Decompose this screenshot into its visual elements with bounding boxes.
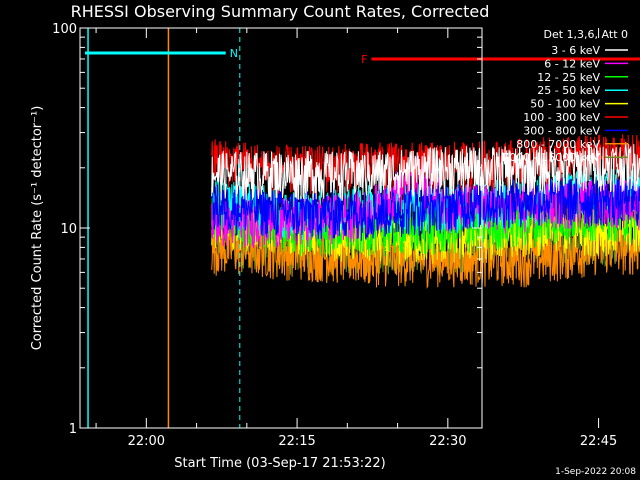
legend-label: 800 - 7000 keV	[516, 138, 600, 151]
annotation-f-label: F	[361, 53, 367, 66]
y-tick-label: 10	[60, 222, 77, 237]
legend-label: 25 - 50 keV	[537, 84, 600, 97]
footer-timestamp: 1-Sep-2022 20:08	[555, 467, 636, 477]
legend-label: 50 - 100 keV	[530, 98, 600, 111]
annotation-n-label: N	[230, 47, 238, 60]
legend-label: 6 - 12 keV	[544, 57, 600, 70]
y-axis-label: Corrected Count Rate (s⁻¹ detector⁻¹)	[30, 106, 45, 351]
x-tick-label: 22:15	[278, 434, 315, 449]
y-tick-label: 1	[69, 422, 77, 437]
legend-label: 100 - 300 keV	[523, 111, 600, 124]
chart-title: RHESSI Observing Summary Count Rates, Co…	[71, 2, 490, 21]
legend-label: 12 - 25 keV	[537, 71, 600, 84]
series-3-6-kev-line	[211, 142, 640, 201]
x-axis-label: Start Time (03-Sep-17 21:53:22)	[174, 456, 385, 471]
legend-label: 3 - 6 keV	[551, 44, 600, 57]
x-tick-label: 22:45	[580, 434, 617, 449]
legend-header: Det 1,3,6, Att 0	[544, 28, 628, 41]
y-tick-label: 100	[52, 22, 77, 37]
legend-label: 7000 - 15000 keV	[502, 151, 600, 164]
x-tick-label: 22:00	[128, 434, 165, 449]
x-tick-label: 22:30	[429, 434, 466, 449]
legend-label: 300 - 800 keV	[523, 124, 600, 137]
axes-ticks: 11010022:0022:1522:3022:4523:0023:1523:3…	[52, 22, 617, 449]
series-300-800-kev-line	[211, 176, 640, 241]
